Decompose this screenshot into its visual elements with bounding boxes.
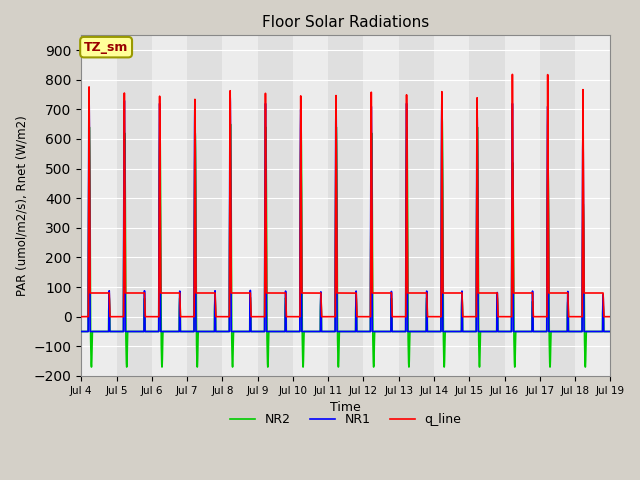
q_line xyxy=(94,290,102,296)
NR2 xyxy=(205,329,212,335)
Title: Floor Solar Radiations: Floor Solar Radiations xyxy=(262,15,429,30)
Text: TZ_sm: TZ_sm xyxy=(84,41,128,54)
NR2 xyxy=(193,363,201,369)
NR2 xyxy=(607,329,614,335)
q_line xyxy=(509,72,516,77)
NR1 xyxy=(204,329,212,335)
q_line xyxy=(536,314,544,320)
NR2 xyxy=(94,329,102,335)
Line: NR1: NR1 xyxy=(81,97,611,332)
q_line xyxy=(607,314,614,320)
NR1 xyxy=(357,329,365,335)
NR2 xyxy=(135,329,143,335)
NR1 xyxy=(94,329,102,335)
Line: q_line: q_line xyxy=(81,74,611,317)
Bar xyxy=(258,36,293,376)
Bar xyxy=(293,36,328,376)
Bar xyxy=(469,36,504,376)
Bar xyxy=(328,36,364,376)
Bar xyxy=(504,36,540,376)
Bar xyxy=(187,36,222,376)
NR1 xyxy=(607,329,614,335)
NR2 xyxy=(88,364,95,370)
Bar xyxy=(575,36,611,376)
Bar xyxy=(81,36,116,376)
Bar xyxy=(152,36,187,376)
Bar xyxy=(399,36,434,376)
q_line xyxy=(357,314,365,320)
NR2 xyxy=(77,329,85,335)
NR1 xyxy=(77,329,85,335)
NR2 xyxy=(357,329,365,335)
NR1 xyxy=(227,95,234,100)
Y-axis label: PAR (umol/m2/s), Rnet (W/m2): PAR (umol/m2/s), Rnet (W/m2) xyxy=(15,115,28,296)
Bar xyxy=(364,36,399,376)
q_line xyxy=(135,290,143,296)
X-axis label: Time: Time xyxy=(330,401,361,414)
Legend: NR2, NR1, q_line: NR2, NR1, q_line xyxy=(225,408,467,431)
NR1 xyxy=(536,329,544,335)
Line: NR2: NR2 xyxy=(81,118,611,367)
Bar xyxy=(116,36,152,376)
q_line xyxy=(193,290,201,296)
NR2 xyxy=(438,115,446,121)
Bar xyxy=(222,36,258,376)
q_line xyxy=(77,314,85,320)
NR2 xyxy=(536,329,544,335)
q_line xyxy=(204,290,212,296)
Bar xyxy=(540,36,575,376)
Bar xyxy=(434,36,469,376)
NR1 xyxy=(193,329,201,335)
NR1 xyxy=(135,329,143,335)
